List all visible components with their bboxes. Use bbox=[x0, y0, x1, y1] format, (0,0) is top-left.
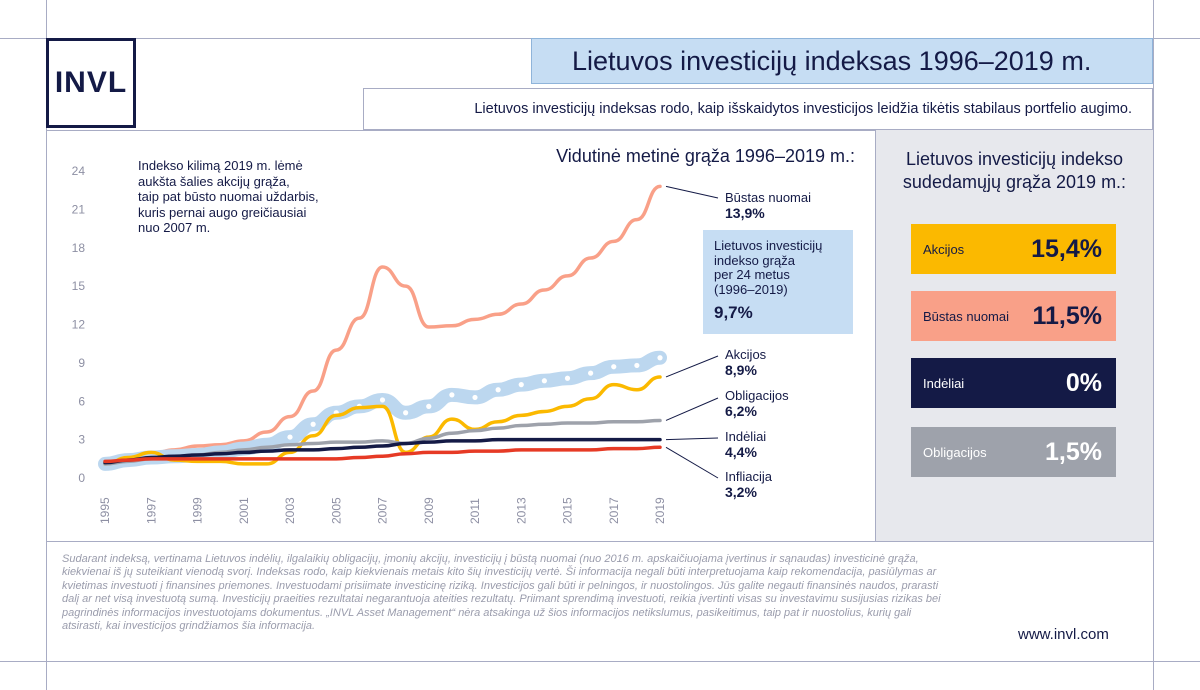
index-dot bbox=[611, 364, 617, 370]
component-label: Būstas nuomai bbox=[923, 308, 1009, 324]
y-tick-label: 18 bbox=[72, 241, 86, 255]
index-return-box: Lietuvos investicijų indekso grąža per 2… bbox=[703, 230, 853, 334]
component-label: Akcijos bbox=[923, 241, 965, 257]
line-chart: 0 3 6 9 12 15 18 21 24 1995 1997 1999 2001 2003 2005 20… bbox=[72, 164, 719, 524]
y-tick-label: 9 bbox=[78, 356, 85, 370]
x-tick-label: 2003 bbox=[283, 497, 297, 524]
component-card-indeliai: Indėliai 0% bbox=[911, 358, 1116, 408]
series-label-name: Akcijos bbox=[725, 347, 767, 362]
component-value: 0% bbox=[1065, 368, 1102, 397]
frame-line-chart-bottom bbox=[46, 541, 1153, 542]
x-tick-label: 2005 bbox=[329, 497, 343, 524]
frame-line-right bbox=[1153, 0, 1154, 690]
label-connector bbox=[665, 437, 719, 441]
website-link[interactable]: www.invl.com bbox=[1018, 626, 1109, 643]
series-line-infliacija bbox=[103, 445, 662, 464]
frame-line-left bbox=[46, 0, 47, 690]
index-dot bbox=[472, 394, 478, 401]
label-connector bbox=[665, 185, 719, 199]
component-value: 1,5% bbox=[1045, 437, 1102, 466]
components-panel: Lietuvos investicijų indekso sudedamųjų … bbox=[876, 130, 1153, 541]
component-card-akcijos: Akcijos 15,4% bbox=[911, 224, 1116, 274]
y-tick-label: 3 bbox=[78, 433, 85, 447]
label-connector bbox=[665, 355, 719, 378]
components-panel-title: Lietuvos investicijų indekso sudedamųjų … bbox=[902, 149, 1127, 192]
invl-logo: INVL bbox=[46, 38, 136, 128]
index-dot bbox=[426, 403, 432, 409]
x-tick-label: 2009 bbox=[422, 497, 436, 524]
disclaimer-text: Sudarant indeksą, vertinama Lietuvos ind… bbox=[62, 553, 941, 633]
x-tick-label: 1995 bbox=[98, 497, 112, 524]
y-tick-label: 0 bbox=[78, 471, 85, 485]
frame-line-footer-bottom bbox=[0, 661, 1200, 662]
x-tick-label: 2019 bbox=[653, 497, 667, 524]
y-tick-label: 21 bbox=[72, 202, 86, 216]
series-label-value: 3,2% bbox=[725, 484, 757, 500]
frame-line-panel-divider bbox=[875, 130, 876, 541]
index-dot bbox=[541, 378, 547, 384]
series-label-akcijos: Akcijos 8,9% bbox=[725, 347, 766, 379]
series-label-name: Indėliai bbox=[725, 429, 767, 444]
x-tick-label: 1997 bbox=[144, 497, 158, 524]
series-label-value: 4,4% bbox=[725, 444, 757, 460]
series-label-infliacija: Infliacija 3,2% bbox=[725, 469, 772, 501]
index-return-value: 9,7% bbox=[714, 303, 753, 322]
series-label-value: 8,9% bbox=[725, 362, 757, 378]
series-label-name: Infliacija bbox=[725, 469, 772, 484]
index-dot bbox=[287, 434, 293, 440]
series-label-indeliai: Indėliai 4,4% bbox=[725, 429, 766, 461]
index-dot bbox=[634, 362, 640, 369]
index-dot bbox=[495, 387, 501, 393]
series-line-akcijos bbox=[103, 375, 662, 466]
chart-annotation: Indekso kilimą 2019 m. lėmė aukšta šalie… bbox=[138, 158, 319, 235]
frame-line-header-bottom bbox=[46, 130, 1153, 131]
series-label-bustas: Būstas nuomai 13,9% bbox=[725, 190, 811, 222]
component-card-bustas-nuomai: Būstas nuomai 11,5% bbox=[911, 291, 1116, 341]
y-tick-label: 6 bbox=[78, 394, 85, 408]
index-dot bbox=[403, 410, 409, 416]
index-dot bbox=[564, 375, 571, 381]
label-connector bbox=[665, 397, 719, 421]
x-tick-label: 1999 bbox=[191, 497, 205, 524]
series-label-obligacijos: Obligacijos 6,2% bbox=[725, 388, 789, 420]
y-tick-label: 12 bbox=[72, 318, 86, 332]
x-tick-label: 2013 bbox=[514, 497, 528, 524]
component-label: Obligacijos bbox=[923, 444, 987, 460]
component-label: Indėliai bbox=[923, 375, 965, 391]
series-line-b-stas-nuomai bbox=[103, 184, 662, 466]
page-subtitle: Lietuvos investicijų indeksas rodo, kaip… bbox=[363, 88, 1153, 130]
series-label-name: Būstas nuomai bbox=[725, 190, 811, 205]
component-value: 11,5% bbox=[1032, 301, 1102, 330]
series-label-name: Obligacijos bbox=[725, 388, 789, 403]
x-tick-label: 2011 bbox=[468, 498, 482, 524]
x-tick-label: 2015 bbox=[561, 497, 575, 524]
series-label-value: 6,2% bbox=[725, 403, 757, 419]
label-connector bbox=[665, 446, 719, 479]
index-dot bbox=[657, 355, 663, 361]
y-tick-label: 15 bbox=[72, 279, 86, 293]
y-tick-label: 24 bbox=[72, 164, 86, 178]
index-dot bbox=[379, 397, 386, 403]
component-card-obligacijos: Obligacijos 1,5% bbox=[911, 427, 1116, 477]
x-tick-label: 2007 bbox=[376, 497, 390, 524]
component-value: 15,4% bbox=[1031, 234, 1102, 263]
index-dot bbox=[310, 421, 316, 427]
page-title: Lietuvos investicijų indeksas 1996–2019 … bbox=[531, 38, 1153, 84]
index-dot bbox=[588, 370, 594, 376]
series-label-value: 13,9% bbox=[725, 205, 765, 221]
index-dot bbox=[518, 382, 524, 388]
x-tick-label: 2017 bbox=[607, 497, 621, 524]
chart-title: Vidutinė metinė grąža 1996–2019 m.: bbox=[556, 146, 855, 166]
index-return-text: Lietuvos investicijų indekso grąža per 2… bbox=[714, 238, 823, 297]
x-tick-label: 2001 bbox=[237, 497, 251, 524]
index-dot bbox=[449, 392, 455, 398]
series-line-ind-liai bbox=[103, 437, 662, 465]
